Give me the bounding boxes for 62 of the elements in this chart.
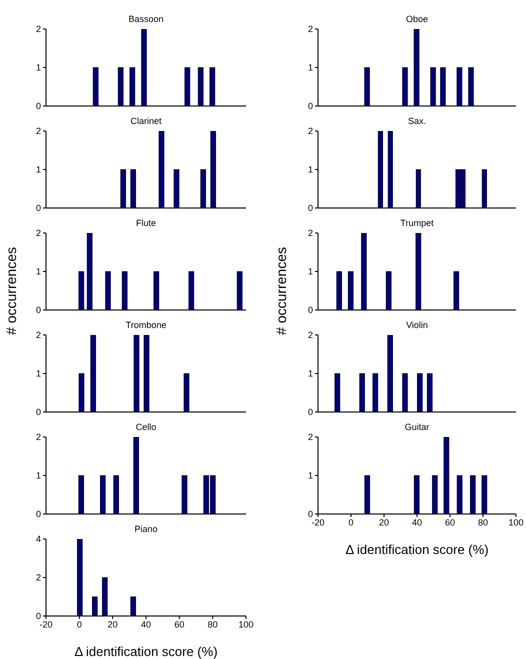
x-tick-label: 80 — [208, 619, 218, 630]
x-tick-label: 60 — [444, 517, 456, 528]
chart-title: Trumpet — [399, 217, 435, 229]
y-tick-label: 2 — [308, 126, 313, 136]
y-tick-label: 1 — [308, 266, 313, 277]
y-axis-title: # occurrences — [272, 247, 290, 335]
y-tick-label: 0 — [308, 509, 313, 520]
x-tick-label: -20 — [39, 619, 53, 630]
chart-title: Sax. — [406, 115, 427, 127]
y-tick-label: 2 — [36, 24, 41, 34]
x-tick-label: 80 — [478, 517, 488, 528]
x-tick-label: 20 — [378, 517, 390, 528]
y-tick-label: 1 — [36, 266, 41, 277]
y-tick-label: 1 — [36, 368, 41, 379]
y-tick-label: 0 — [308, 407, 313, 418]
x-tick-label: -20 — [311, 517, 325, 528]
chart-title: Flute — [134, 217, 157, 229]
chart-title: Bassoon — [127, 13, 165, 25]
chart-title: Oboe — [404, 13, 430, 25]
y-tick-label: 2 — [36, 572, 41, 583]
chart-title: Piano — [133, 523, 159, 535]
y-tick-label: 2 — [36, 228, 41, 238]
chart-title: Trombone — [124, 319, 168, 331]
y-tick-label: 1 — [308, 368, 313, 379]
chart-title: Clarinet — [129, 115, 162, 127]
y-tick-label: 1 — [308, 164, 313, 175]
y-tick-label: 1 — [36, 470, 41, 481]
y-tick-label: 0 — [308, 203, 313, 214]
y-tick-label: 0 — [36, 407, 41, 418]
x-tick-label: 60 — [174, 619, 184, 630]
x-tick-label: 0 — [76, 619, 82, 630]
x-axis-title: Δ identification score (%) — [345, 542, 489, 557]
y-tick-label: 0 — [36, 305, 41, 316]
y-tick-label: 2 — [308, 228, 313, 238]
y-axis-title: # occurrences — [2, 247, 20, 335]
x-tick-label: 20 — [108, 619, 118, 630]
y-tick-label: 0 — [308, 305, 313, 316]
y-tick-label: 2 — [36, 126, 41, 136]
y-tick-label: 2 — [36, 432, 41, 442]
y-tick-label: 2 — [308, 24, 313, 34]
x-tick-label: 100 — [508, 517, 524, 528]
x-tick-label: 40 — [140, 619, 152, 630]
chart-title: Guitar — [404, 421, 430, 433]
y-tick-label: 0 — [36, 101, 41, 112]
y-tick-label: 2 — [308, 330, 313, 340]
y-tick-label: 1 — [36, 62, 41, 73]
y-tick-label: 2 — [36, 330, 41, 340]
y-tick-label: 1 — [308, 62, 313, 73]
y-tick-label: 4 — [36, 534, 41, 544]
y-tick-label: 0 — [36, 203, 41, 214]
x-tick-label: 40 — [412, 517, 422, 528]
y-tick-label: 0 — [36, 611, 41, 622]
x-tick-label: 0 — [348, 517, 354, 528]
chart-title: Cello — [134, 421, 158, 433]
y-tick-label: 0 — [308, 101, 313, 112]
x-axis-title: Δ identification score (%) — [74, 644, 218, 659]
y-tick-label: 1 — [36, 164, 41, 175]
y-tick-label: 2 — [308, 432, 313, 442]
y-tick-label: 1 — [308, 470, 313, 481]
chart-title: Violin — [405, 319, 429, 331]
y-tick-label: 0 — [36, 509, 41, 520]
x-tick-label: 100 — [238, 619, 254, 630]
